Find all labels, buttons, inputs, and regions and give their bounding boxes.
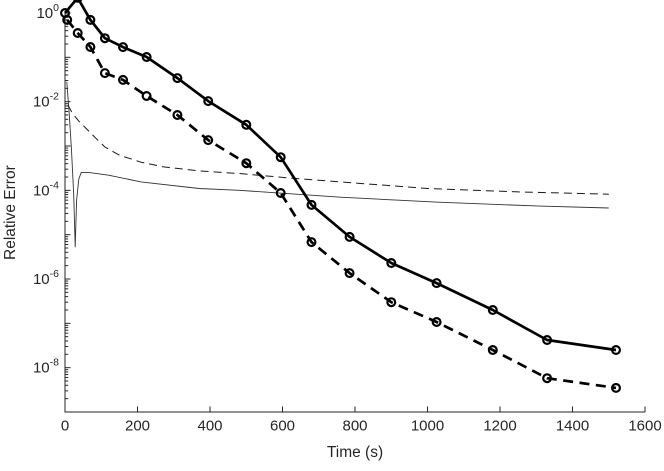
x-axis-label: Time (s) xyxy=(326,444,384,461)
series-path xyxy=(63,0,617,352)
x-tick-label: 200 xyxy=(125,418,150,435)
data-point-marker xyxy=(62,14,73,25)
x-axis: 0 200 400 600 800 1000 1200 1400 1600 xyxy=(61,406,662,435)
data-point-marker xyxy=(386,297,397,308)
data-point-marker xyxy=(241,158,252,169)
data-point-marker xyxy=(610,345,621,356)
data-point-marker xyxy=(99,33,110,44)
y-tick-label: 10-2 xyxy=(33,91,59,111)
y-tick-label: 10-4 xyxy=(33,179,59,199)
x-tick-label: 1400 xyxy=(556,418,589,435)
series-path xyxy=(67,104,609,195)
data-point-marker xyxy=(72,28,83,39)
series-thin-dashed-line xyxy=(67,104,609,195)
data-point-marker xyxy=(141,51,152,62)
data-point-marker xyxy=(85,14,96,25)
data-point-marker xyxy=(203,135,214,146)
y-tick-label: 100 xyxy=(36,2,59,22)
series-path xyxy=(66,19,617,390)
y-tick-label: 10-8 xyxy=(33,357,59,377)
data-point-marker xyxy=(487,305,498,316)
series-thick-dashed-line-with-circle-markers xyxy=(62,14,621,393)
x-tick-label: 0 xyxy=(61,418,69,435)
data-point-marker xyxy=(241,119,252,130)
data-point-marker xyxy=(306,199,317,210)
data-point-marker xyxy=(275,188,286,199)
data-point-marker xyxy=(172,109,183,120)
series-path xyxy=(66,81,609,248)
x-tick-label: 1600 xyxy=(628,418,661,435)
series-thin-solid-line xyxy=(66,81,609,248)
series-thick-solid-line-with-circle-markers xyxy=(59,0,621,356)
data-point-marker xyxy=(386,258,397,269)
data-point-marker xyxy=(542,373,553,384)
y-axis: 100 10-2 10-4 10-6 10-8 xyxy=(33,2,71,413)
y-tick-label: 10-6 xyxy=(33,268,59,288)
data-point-marker xyxy=(610,382,621,393)
data-point-marker xyxy=(344,231,355,242)
x-tick-label: 400 xyxy=(197,418,222,435)
data-point-marker xyxy=(141,90,152,101)
data-point-marker xyxy=(117,42,128,53)
x-tick-label: 1000 xyxy=(411,418,444,435)
data-point-marker xyxy=(85,41,96,52)
x-tick-label: 1200 xyxy=(483,418,516,435)
data-point-marker xyxy=(542,335,553,346)
x-tick-label: 600 xyxy=(270,418,295,435)
data-point-marker xyxy=(344,268,355,279)
data-point-marker xyxy=(73,0,83,3)
data-point-marker xyxy=(275,152,286,163)
data-point-marker xyxy=(431,317,442,328)
x-tick-label: 800 xyxy=(342,418,367,435)
axes-lines xyxy=(64,13,645,413)
data-point-marker xyxy=(172,73,183,84)
data-point-marker xyxy=(306,237,317,248)
data-point-marker xyxy=(487,345,498,356)
data-point-marker xyxy=(117,74,128,85)
data-point-marker xyxy=(99,68,110,79)
data-point-marker xyxy=(431,278,442,289)
data-point-marker xyxy=(203,96,214,107)
y-axis-label: Relative Error xyxy=(2,165,19,260)
